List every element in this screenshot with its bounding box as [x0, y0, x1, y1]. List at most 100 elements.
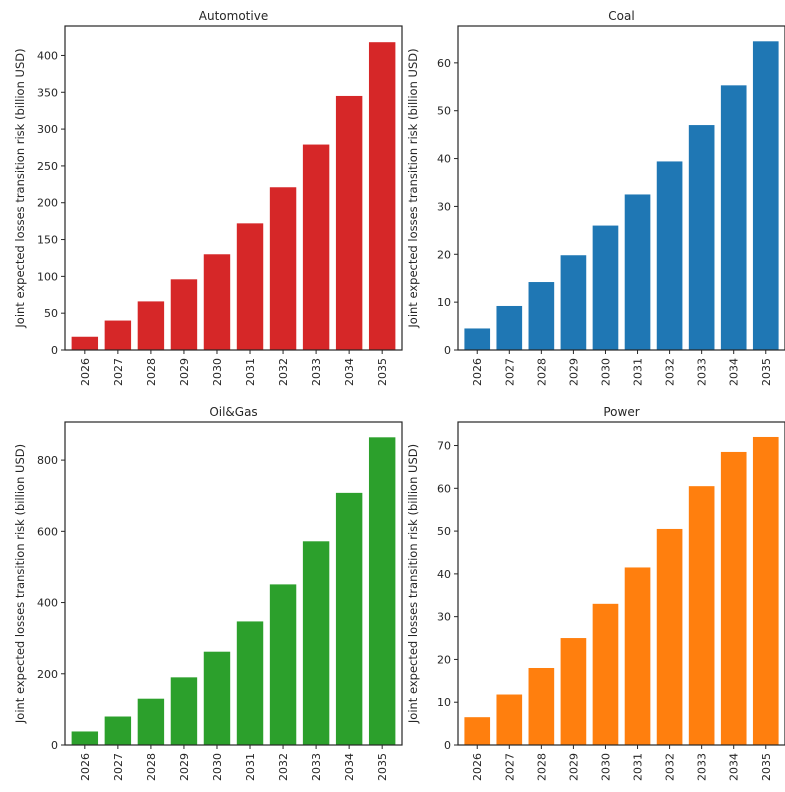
bar-2030 [592, 225, 619, 350]
x-tick-label: 2026 [471, 358, 484, 386]
x-tick-label: 2033 [310, 753, 323, 781]
y-tick-label: 350 [37, 86, 58, 99]
y-tick-label: 60 [437, 482, 451, 495]
x-tick-label: 2028 [535, 753, 548, 781]
bar-2028 [528, 667, 555, 745]
x-tick-label: 2033 [696, 753, 709, 781]
bar-2027 [496, 305, 523, 350]
y-tick-label: 400 [37, 597, 58, 610]
y-tick-label: 50 [437, 105, 451, 118]
bar-2031 [624, 194, 651, 350]
x-tick-label: 2031 [244, 358, 257, 386]
bar-2032 [269, 584, 297, 745]
bar-2034 [720, 451, 747, 745]
bar-2029 [170, 677, 198, 745]
x-tick-label: 2035 [760, 753, 773, 781]
bar-2027 [104, 716, 132, 745]
subplot-title: Automotive [199, 9, 268, 23]
x-tick-label: 2032 [277, 358, 290, 386]
bar-2032 [656, 161, 683, 350]
x-tick-label: 2033 [310, 358, 323, 386]
plot-frame [64, 421, 403, 746]
bar-2026 [71, 336, 99, 350]
y-tick-label: 0 [444, 344, 451, 357]
bar-2028 [528, 282, 555, 350]
bar-2034 [335, 95, 363, 350]
x-tick-label: 2029 [567, 753, 580, 781]
x-tick-label: 2032 [277, 753, 290, 781]
subplot-title: Oil&Gas [209, 405, 257, 419]
bar-2029 [560, 255, 587, 350]
y-tick-label: 10 [437, 696, 451, 709]
x-tick-label: 2032 [664, 753, 677, 781]
bar-2033 [688, 125, 715, 350]
y-tick-label: 30 [437, 611, 451, 624]
bar-2029 [170, 279, 198, 350]
x-tick-label: 2026 [79, 753, 92, 781]
x-tick-label: 2034 [728, 753, 741, 781]
bar-2030 [203, 651, 231, 745]
bar-2026 [71, 731, 99, 745]
x-tick-label: 2035 [376, 358, 389, 386]
x-tick-label: 2035 [376, 753, 389, 781]
bar-2032 [269, 187, 297, 350]
y-tick-label: 200 [37, 668, 58, 681]
x-tick-label: 2033 [696, 358, 709, 386]
x-tick-label: 2027 [112, 358, 125, 386]
y-tick-label: 0 [51, 344, 58, 357]
y-tick-label: 60 [437, 57, 451, 70]
x-tick-label: 2027 [112, 753, 125, 781]
bar-2027 [496, 694, 523, 745]
bar-2030 [203, 254, 231, 350]
y-tick-label: 20 [437, 653, 451, 666]
x-tick-label: 2028 [145, 358, 158, 386]
y-tick-label: 50 [437, 525, 451, 538]
bar-2034 [335, 492, 363, 745]
x-tick-label: 2028 [145, 753, 158, 781]
y-tick-label: 800 [37, 454, 58, 467]
bar-2027 [104, 320, 132, 350]
plot-frame [457, 421, 785, 746]
bar-2035 [752, 41, 779, 351]
bar-2032 [656, 528, 683, 745]
y-tick-label: 10 [437, 296, 451, 309]
subplot-1: Automotive 0 50 100 150 200 250 300 350 400 2026 20… [13, 9, 403, 386]
x-tick-label: 2031 [632, 358, 645, 386]
x-tick-label: 2035 [760, 358, 773, 386]
y-tick-label: 50 [44, 307, 58, 320]
x-tick-label: 2034 [343, 753, 356, 781]
bar-2033 [688, 486, 715, 745]
x-tick-label: 2030 [599, 753, 612, 781]
x-tick-label: 2027 [503, 753, 516, 781]
x-tick-label: 2031 [244, 753, 257, 781]
bar-2028 [137, 301, 165, 350]
x-tick-label: 2029 [178, 753, 191, 781]
bar-2028 [137, 698, 165, 745]
y-tick-label: 600 [37, 525, 58, 538]
x-tick-label: 2031 [632, 753, 645, 781]
x-tick-label: 2034 [728, 358, 741, 386]
y-tick-label: 250 [37, 160, 58, 173]
y-axis-label: Joint expected losses transition risk (b… [13, 48, 27, 328]
y-tick-label: 0 [444, 739, 451, 752]
bar-2030 [592, 603, 619, 745]
bar-2035 [752, 436, 779, 745]
x-tick-label: 2030 [211, 753, 224, 781]
y-tick-label: 40 [437, 153, 451, 166]
plot-frame [64, 25, 403, 351]
subplot-title: Coal [608, 9, 634, 23]
bar-2031 [236, 621, 264, 745]
y-tick-label: 100 [37, 270, 58, 283]
x-tick-label: 2029 [178, 358, 191, 386]
plot-frame [457, 25, 785, 351]
y-axis-label: Joint expected losses transition risk (b… [406, 48, 420, 328]
bar-2035 [368, 437, 396, 745]
x-tick-label: 2034 [343, 358, 356, 386]
bar-2033 [302, 144, 330, 350]
x-tick-label: 2029 [567, 358, 580, 386]
y-axis-label: Joint expected losses transition risk (b… [13, 444, 27, 724]
y-axis-label: Joint expected losses transition risk (b… [406, 444, 420, 724]
bar-2033 [302, 541, 330, 745]
